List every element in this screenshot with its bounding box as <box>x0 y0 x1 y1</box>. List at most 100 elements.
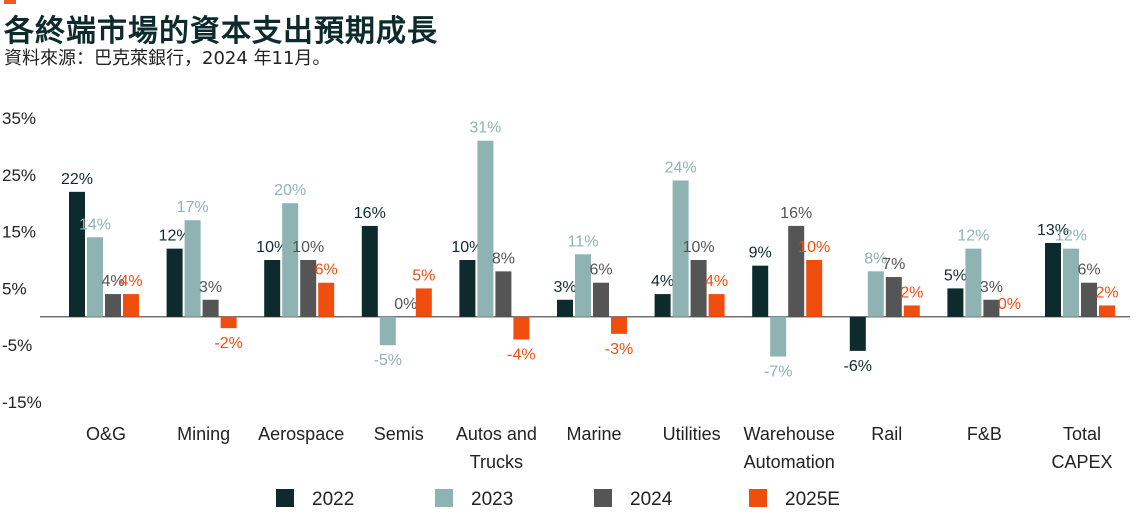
chart-title: 各終端市場的資本支出預期成長 <box>4 14 438 49</box>
data-label-2025e: 10% <box>798 239 830 256</box>
bar-2023 <box>965 248 982 317</box>
bar-2025e <box>318 282 335 317</box>
bar-2024 <box>885 277 902 317</box>
bar-2023 <box>477 140 494 317</box>
category-label: Aerospace <box>258 424 344 444</box>
bar-2023 <box>770 316 787 357</box>
data-label-2025e: -3% <box>605 341 633 358</box>
data-label-2025e: 4% <box>705 273 728 290</box>
legend-swatch-2025e <box>749 489 767 507</box>
bar-2022 <box>264 260 281 317</box>
bar-2022 <box>654 294 671 317</box>
data-label-2022: 16% <box>354 205 386 222</box>
data-label-2024: 16% <box>780 205 812 222</box>
data-label-2022: 22% <box>61 171 93 188</box>
chart-subtitle: 資料來源：巴克萊銀行，2024 年11月。 <box>4 48 331 69</box>
data-label-2023: 31% <box>469 120 501 137</box>
category-label: Automation <box>744 452 835 472</box>
data-label-2023: 8% <box>864 250 887 267</box>
data-label-2025e: -2% <box>214 335 242 352</box>
category-label: Warehouse <box>744 424 835 444</box>
y-tick-label: 35% <box>2 109 36 128</box>
data-label-2023: 11% <box>568 233 599 250</box>
accent-bar <box>4 0 16 4</box>
data-label-2023: 12% <box>957 228 989 245</box>
category-label: Autos and <box>456 424 537 444</box>
data-label-2023: -5% <box>374 352 402 369</box>
bar-2025e <box>611 316 627 334</box>
data-label-2022: 10% <box>256 239 288 256</box>
category-label: Marine <box>566 424 621 444</box>
legend-swatch-2022 <box>276 489 294 507</box>
category-label: Semis <box>374 424 424 444</box>
bar-2025e <box>415 288 432 317</box>
data-label-2025e: 2% <box>900 284 923 301</box>
category-label: F&B <box>967 424 1002 444</box>
bar-2023 <box>1063 248 1079 317</box>
bar-2024 <box>495 271 512 317</box>
data-label-2024: 6% <box>1077 262 1100 279</box>
data-label-2022: 4% <box>651 273 674 290</box>
bar-2022 <box>166 248 183 317</box>
data-label-2024: 10% <box>292 239 324 256</box>
bar-2025e <box>806 260 823 317</box>
y-tick-label: 25% <box>2 166 36 185</box>
bar-2023 <box>575 254 591 317</box>
category-label: Total <box>1063 424 1101 444</box>
bar-2025e <box>220 316 237 329</box>
y-tick-label: -5% <box>2 336 32 355</box>
bar-2022 <box>69 191 85 317</box>
y-tick-label: 5% <box>2 279 27 298</box>
data-label-2024: 0% <box>394 296 417 313</box>
data-label-2023: 20% <box>274 182 306 199</box>
legend-swatch-2023 <box>435 489 453 507</box>
bar-2023 <box>184 220 201 317</box>
data-label-2023: 12% <box>1055 228 1087 245</box>
data-label-2024: 3% <box>199 279 222 296</box>
bar-2022 <box>1045 242 1061 317</box>
category-label: O&G <box>86 424 126 444</box>
data-label-2025e: 4% <box>119 273 142 290</box>
data-label-2022: 12% <box>159 228 191 245</box>
bar-2022 <box>557 299 573 317</box>
data-label-2024: 4% <box>101 273 124 290</box>
bar-2024 <box>300 260 317 317</box>
bar-2022 <box>361 225 378 317</box>
legend-label-2023: 2023 <box>471 489 513 510</box>
data-label-2022: 10% <box>451 239 483 256</box>
y-tick-label: -15% <box>2 393 42 412</box>
bar-2022 <box>849 316 866 351</box>
legend-label-2022: 2022 <box>312 489 354 510</box>
bar-2024 <box>1081 282 1097 317</box>
category-label: Trucks <box>470 452 523 472</box>
data-label-2022: -6% <box>844 358 872 375</box>
bar-2025e <box>513 316 530 340</box>
bar-2024 <box>202 299 219 317</box>
bar-2022 <box>947 288 964 317</box>
legend-label-2024: 2024 <box>630 489 673 510</box>
y-tick-label: 15% <box>2 223 36 242</box>
category-label: Rail <box>871 424 902 444</box>
bar-2024 <box>593 282 609 317</box>
bar-2025e <box>123 294 139 317</box>
bar-2023 <box>867 271 884 317</box>
data-label-2024: 3% <box>980 279 1003 296</box>
bar-2023 <box>87 237 103 317</box>
data-label-2023: 14% <box>79 216 111 233</box>
data-label-2025e: 6% <box>315 262 338 279</box>
data-label-2024: 7% <box>882 256 905 273</box>
bar-2023 <box>379 316 396 346</box>
data-label-2022: 3% <box>553 279 576 296</box>
bar-2022 <box>752 265 769 317</box>
category-label: Mining <box>177 424 230 444</box>
bar-2023 <box>672 180 689 317</box>
data-label-2023: -7% <box>764 364 792 381</box>
data-label-2022: 13% <box>1037 222 1069 239</box>
bar-2024 <box>983 299 1000 317</box>
data-label-2025e: 5% <box>412 267 435 284</box>
data-label-2023: 24% <box>665 159 697 176</box>
category-label: CAPEX <box>1051 452 1112 472</box>
bar-2024 <box>690 260 707 317</box>
data-label-2025e: -4% <box>507 347 535 364</box>
